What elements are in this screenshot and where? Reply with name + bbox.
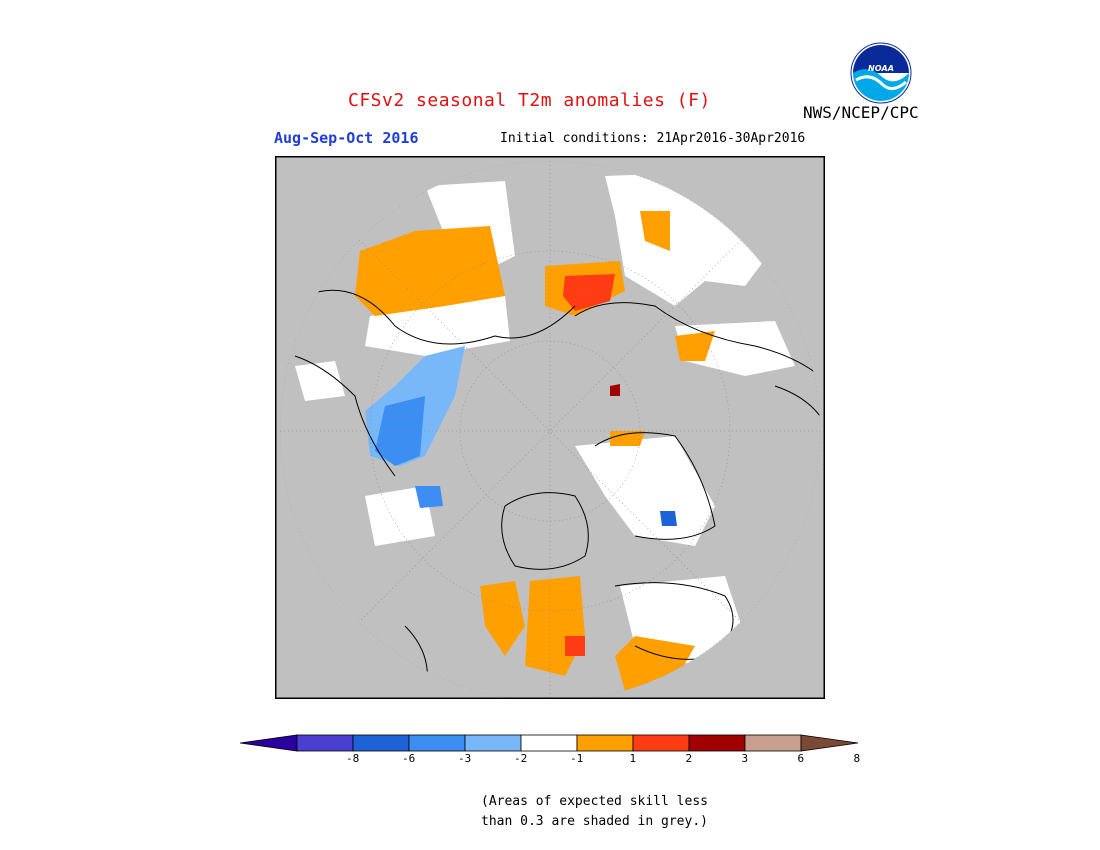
cold-anomaly-region: [415, 486, 443, 508]
warm-anomaly-region: [675, 331, 715, 361]
legend-bin: [352, 734, 410, 752]
season-label: Aug-Sep-Oct 2016: [274, 129, 419, 147]
neutral-region: [365, 296, 510, 356]
color-legend: [240, 734, 859, 752]
warm-anomaly-region: [355, 226, 505, 316]
anomaly-field: [280, 161, 820, 699]
legend-tick-label: 3: [741, 752, 749, 765]
agency-label: NWS/NCEP/CPC: [803, 103, 919, 122]
skill-note-line2: than 0.3 are shaded in grey.): [481, 814, 708, 829]
neutral-region: [295, 361, 345, 401]
legend-tick-label: 2: [685, 752, 693, 765]
graticule: [280, 161, 820, 699]
hot-anomaly-region: [563, 274, 615, 311]
neutral-region: [575, 436, 715, 546]
legend-tick-label: -2: [514, 752, 528, 765]
warm-anomaly-region: [610, 431, 645, 446]
legend-bin: [464, 734, 522, 752]
skill-note: (Areas of expected skill less than 0.3 a…: [481, 792, 708, 832]
hot-anomaly-region: [565, 636, 585, 656]
legend-bin: [240, 734, 298, 752]
legend-tick-label: -1: [570, 752, 584, 765]
legend-bin: [632, 734, 690, 752]
legend-bin: [520, 734, 578, 752]
cold-anomaly-region: [660, 511, 677, 526]
neutral-region: [365, 486, 435, 546]
legend-tick-label: -8: [346, 752, 360, 765]
legend-tick-label: -6: [402, 752, 416, 765]
legend-bin: [408, 734, 466, 752]
polar-map: [275, 156, 825, 699]
skill-note-line1: (Areas of expected skill less: [481, 794, 708, 809]
legend-tick-label: 8: [853, 752, 861, 765]
legend-bin: [688, 734, 746, 752]
initial-conditions-label: Initial conditions: 21Apr2016-30Apr2016: [500, 131, 806, 146]
warm-anomaly-region: [480, 581, 525, 656]
legend-tick-label: 6: [797, 752, 805, 765]
legend-bin: [744, 734, 802, 752]
map-title: CFSv2 seasonal T2m anomalies (F): [348, 90, 711, 111]
legend-tick-label: -3: [458, 752, 472, 765]
legend-bin: [576, 734, 634, 752]
map-frame: [275, 156, 825, 699]
legend-tick-label: 1: [629, 752, 637, 765]
warm-anomaly-region: [640, 211, 670, 251]
legend-bin: [296, 734, 354, 752]
noaa-logo: NOAA: [850, 42, 912, 104]
noaa-logo-text: NOAA: [868, 64, 894, 73]
very-hot-anomaly-region: [610, 384, 620, 396]
coastlines: [294, 289, 820, 697]
legend-bin: [800, 734, 859, 752]
